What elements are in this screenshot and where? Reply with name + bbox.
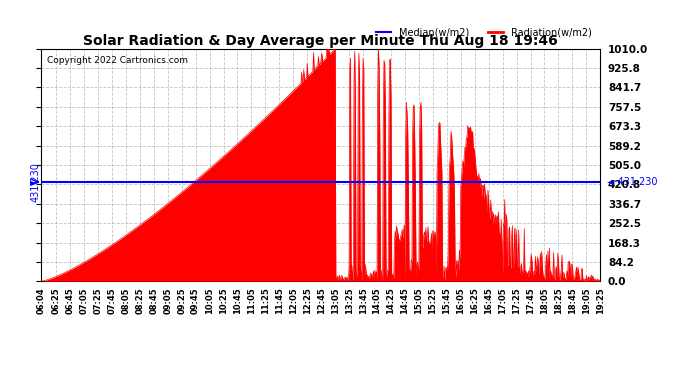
Title: Solar Radiation & Day Average per Minute Thu Aug 18 19:46: Solar Radiation & Day Average per Minute… (83, 34, 558, 48)
Text: 431.230: 431.230 (30, 162, 41, 202)
Legend: Median(w/m2), Radiation(w/m2): Median(w/m2), Radiation(w/m2) (373, 23, 595, 41)
Text: ►: ► (30, 177, 37, 187)
Text: Copyright 2022 Cartronics.com: Copyright 2022 Cartronics.com (47, 56, 188, 65)
Text: ◄ 431.230: ◄ 431.230 (607, 177, 658, 187)
